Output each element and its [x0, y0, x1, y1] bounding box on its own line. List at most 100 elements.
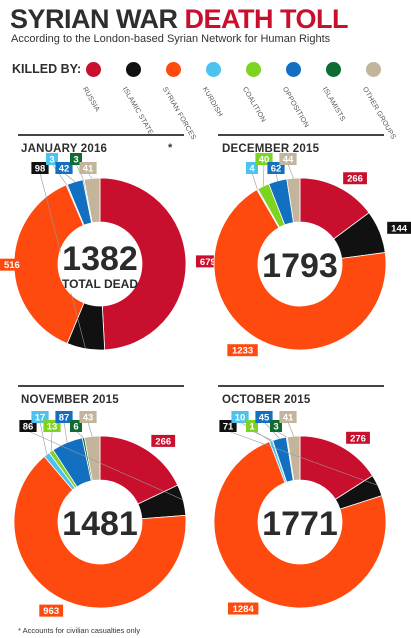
- data-label-russia: 276: [350, 433, 366, 444]
- legend-swatch-opposition: [286, 62, 301, 77]
- data-label-kurdish: 10: [235, 413, 246, 424]
- leader-line: [251, 430, 273, 441]
- slice-russia: [99, 177, 187, 351]
- panel-rule: [218, 134, 384, 136]
- data-label-opposition: 42: [59, 164, 70, 175]
- legend-swatch-syrian-forces: [166, 62, 181, 77]
- total-value: 1793: [262, 247, 338, 285]
- legend-swatch-islamists: [326, 62, 341, 77]
- data-label-box-russia: [151, 434, 176, 447]
- data-label-russia: 266: [347, 174, 363, 185]
- page-subtitle: According to the London-based Syrian Net…: [11, 33, 331, 45]
- leader-line: [251, 172, 258, 190]
- data-label-opposition: 62: [271, 164, 282, 175]
- data-label-box-coalition: [246, 420, 258, 432]
- footnote: * Accounts for civilian casualties only: [18, 626, 141, 635]
- data-label-box-islamic-state: [31, 162, 49, 174]
- legend-label: KILLED BY:: [12, 62, 82, 76]
- leader-line: [27, 430, 184, 501]
- civilian-note-mark: *: [168, 142, 173, 154]
- donut-hole: [259, 223, 341, 305]
- data-label-box-kurdish: [231, 411, 249, 423]
- leader-line: [287, 421, 294, 437]
- total-label: TOTAL DEAD: [62, 277, 138, 291]
- slice-syrian-forces: [213, 441, 387, 609]
- leader-line: [63, 172, 76, 182]
- total-value: 1382: [62, 240, 138, 278]
- data-label-box-opposition: [55, 411, 73, 423]
- data-label-syrian-forces: 516: [4, 260, 20, 271]
- data-label-box-other-groups: [279, 153, 297, 165]
- leader-line: [75, 430, 84, 438]
- slice-syrian-forces: [13, 455, 187, 609]
- leader-line: [262, 163, 265, 187]
- data-label-box-syrian-forces: [227, 602, 259, 615]
- donut-hole: [259, 481, 341, 563]
- data-label-islamic-state: 98: [35, 164, 46, 175]
- panel-rule: [218, 385, 384, 387]
- slice-other-groups: [286, 435, 301, 481]
- data-label-box-other-groups: [79, 411, 97, 423]
- data-label-box-opposition: [55, 162, 73, 174]
- data-label-coalition: 40: [259, 155, 270, 166]
- data-label-syrian-forces: 1284: [233, 604, 255, 615]
- data-label-islamic-state: 144: [391, 223, 408, 234]
- leader-line: [275, 430, 287, 438]
- page-title: SYRIAN WAR DEATH TOLL: [10, 4, 349, 34]
- slice-syrian-forces: [13, 184, 85, 345]
- data-label-coalition: 1: [249, 422, 255, 433]
- data-label-islamists: 3: [273, 422, 278, 433]
- data-label-box-other-groups: [279, 411, 297, 423]
- leader-line: [227, 430, 378, 486]
- chart-title-nov-2015: NOVEMBER 2015: [21, 394, 119, 406]
- data-label-box-opposition: [255, 411, 273, 423]
- title-part-1: SYRIAN WAR: [10, 4, 178, 34]
- data-label-box-islamists: [70, 153, 82, 165]
- data-label-box-kurdish: [46, 153, 58, 165]
- data-label-opposition: 45: [259, 413, 270, 424]
- data-label-russia: 679: [200, 257, 216, 268]
- slice-other-groups: [286, 177, 301, 223]
- total-value: 1481: [62, 505, 138, 543]
- data-label-other-groups: 41: [83, 164, 94, 175]
- legend-swatch-other-groups: [366, 62, 381, 77]
- leader-line: [51, 163, 67, 185]
- legend-swatch-kurdish: [206, 62, 221, 77]
- data-label-box-other-groups: [79, 162, 97, 174]
- data-label-box-islamists: [270, 420, 282, 432]
- chart-title-oct-2015: OCTOBER 2015: [222, 394, 311, 406]
- data-label-box-syrian-forces: [227, 344, 258, 357]
- data-label-islamic-state: 71: [223, 422, 234, 433]
- data-label-syrian-forces: 1233: [232, 346, 253, 357]
- slice-other-groups: [83, 435, 101, 482]
- donut-hole: [59, 223, 141, 305]
- leader-line: [87, 421, 93, 437]
- data-label-box-syrian-forces: [39, 604, 64, 617]
- slice-syrian-forces: [213, 189, 387, 351]
- total-value: 1771: [262, 505, 338, 543]
- data-label-box-kurdish: [246, 162, 258, 174]
- data-label-other-groups: 41: [283, 413, 294, 424]
- panel-rule: [18, 134, 184, 136]
- data-label-russia: 266: [155, 436, 171, 447]
- data-label-box-islamists: [70, 420, 82, 432]
- data-label-kurdish: 3: [49, 155, 54, 166]
- leader-line: [50, 430, 53, 452]
- data-label-box-syrian-forces: [0, 258, 24, 271]
- data-label-box-islamic-state: [387, 221, 411, 234]
- leader-line: [63, 421, 68, 443]
- data-label-syrian-forces: 963: [43, 606, 59, 617]
- chart-title-jan-2016: JANUARY 2016: [21, 143, 108, 155]
- legend-swatch-coalition: [246, 62, 261, 77]
- title-part-2: DEATH TOLL: [184, 4, 349, 34]
- leader-line: [39, 421, 48, 455]
- leader-line: [287, 163, 294, 179]
- donut-hole: [59, 481, 141, 563]
- data-label-other-groups: 43: [83, 413, 94, 424]
- chart-title-dec-2015: DECEMBER 2015: [222, 143, 320, 155]
- data-label-kurdish: 4: [249, 164, 255, 175]
- data-label-kurdish: 17: [35, 413, 46, 424]
- data-label-coalition: 13: [47, 422, 58, 433]
- data-label-other-groups: 44: [283, 155, 294, 166]
